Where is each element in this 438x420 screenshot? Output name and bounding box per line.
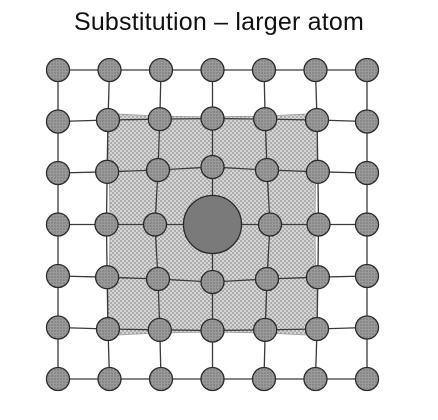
host-atom bbox=[95, 107, 121, 133]
host-atom bbox=[253, 106, 278, 132]
host-atom bbox=[147, 317, 172, 343]
host-atom bbox=[200, 318, 225, 343]
host-atom bbox=[145, 266, 171, 292]
diagram-title: Substitution – larger atom bbox=[73, 8, 365, 36]
host-atom bbox=[94, 265, 120, 290]
host-atom bbox=[94, 212, 119, 237]
host-atom bbox=[251, 57, 277, 83]
host-atom bbox=[306, 212, 331, 237]
host-atom bbox=[97, 57, 122, 83]
solute-atom-large bbox=[182, 194, 243, 255]
host-atom bbox=[145, 157, 171, 183]
host-atom bbox=[251, 366, 277, 392]
host-atom bbox=[147, 106, 172, 132]
host-atom bbox=[200, 269, 225, 295]
host-atom bbox=[354, 57, 380, 83]
host-atom bbox=[305, 265, 331, 290]
host-atom bbox=[94, 159, 120, 184]
host-atom bbox=[148, 366, 174, 392]
host-atom bbox=[303, 366, 328, 392]
host-atom bbox=[254, 266, 280, 292]
host-atom bbox=[45, 315, 71, 340]
host-atom bbox=[95, 316, 121, 342]
host-atom bbox=[45, 366, 71, 392]
host-atom bbox=[45, 57, 71, 83]
host-atom bbox=[354, 315, 380, 340]
host-atom bbox=[45, 160, 71, 186]
host-atom bbox=[354, 212, 380, 237]
host-atom bbox=[303, 57, 328, 83]
host-atom bbox=[354, 109, 380, 134]
host-atom bbox=[304, 316, 330, 342]
host-atom bbox=[354, 366, 380, 392]
host-atom bbox=[200, 154, 225, 180]
host-atom bbox=[97, 366, 122, 392]
host-atom bbox=[200, 106, 225, 131]
host-atom bbox=[354, 160, 380, 186]
host-atom bbox=[200, 366, 225, 392]
host-atom bbox=[354, 263, 380, 289]
host-atom bbox=[200, 57, 225, 83]
host-atom bbox=[253, 317, 278, 343]
host-atom bbox=[304, 107, 330, 133]
host-atom bbox=[148, 57, 174, 83]
atom-layer bbox=[45, 57, 380, 392]
host-atom bbox=[45, 263, 71, 289]
host-atom bbox=[305, 159, 331, 184]
host-atom bbox=[45, 109, 71, 134]
host-atom bbox=[257, 212, 283, 237]
host-atom bbox=[254, 157, 280, 183]
host-atom bbox=[45, 212, 71, 237]
host-atom bbox=[142, 212, 168, 237]
